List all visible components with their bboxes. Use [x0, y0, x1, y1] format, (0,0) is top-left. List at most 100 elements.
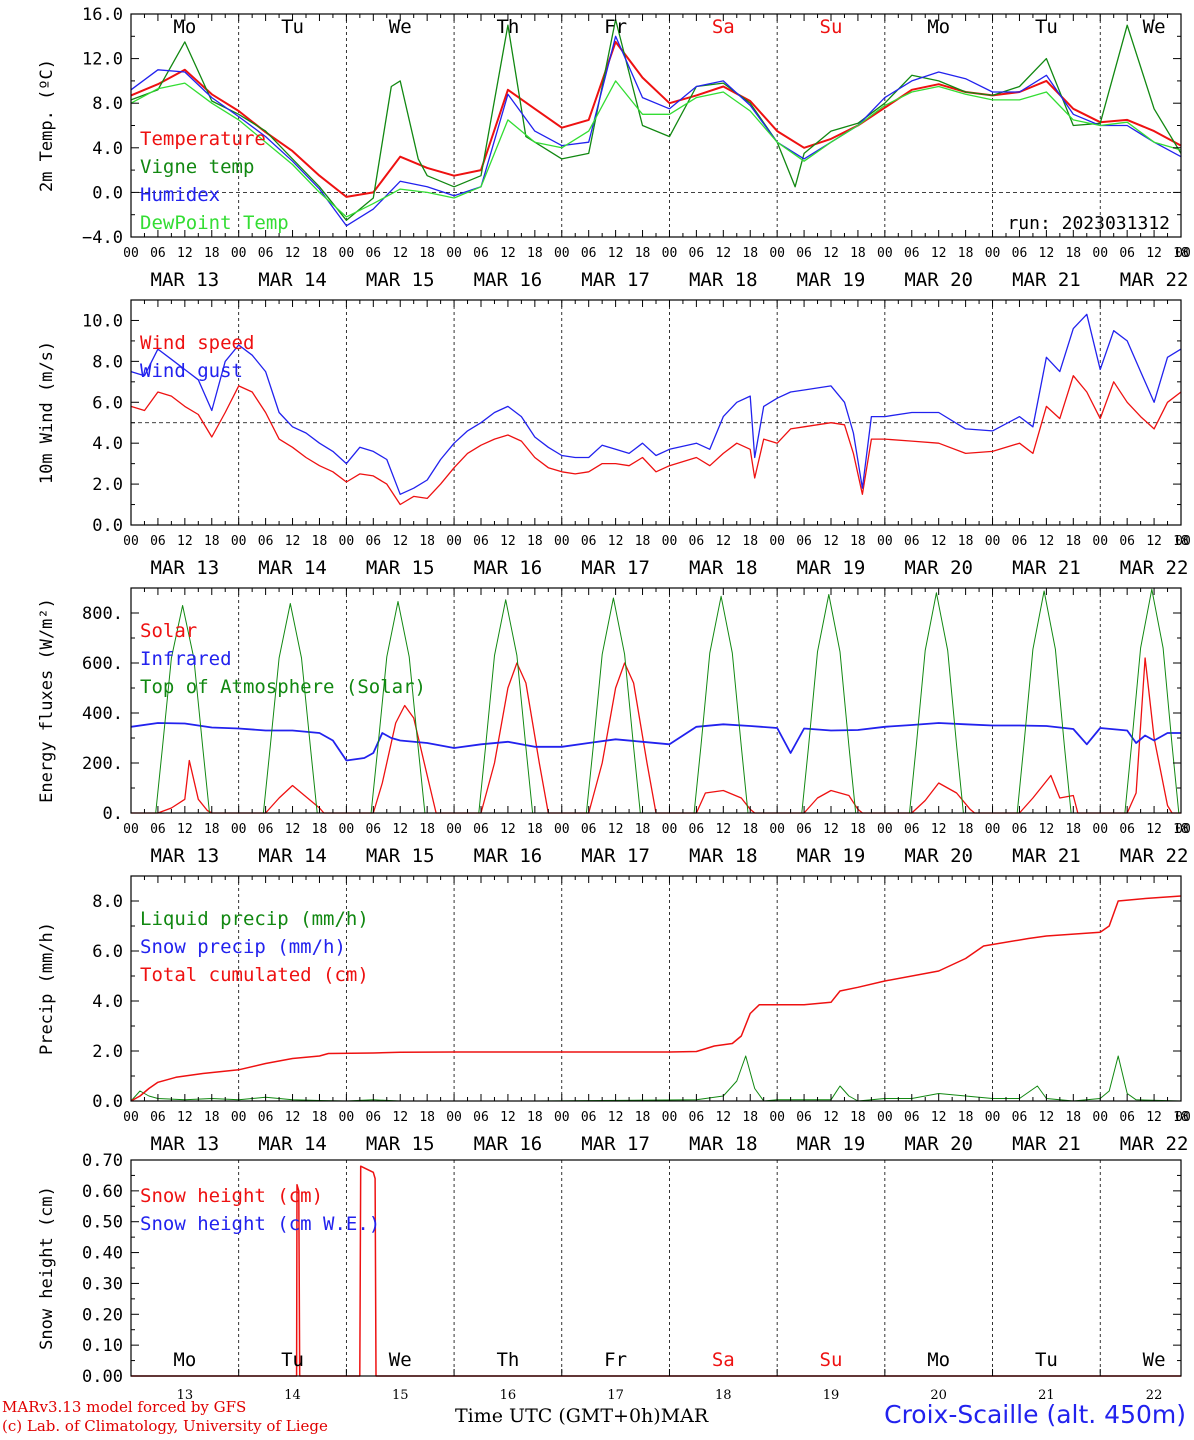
hour-tick-label: 06 [1119, 1110, 1135, 1125]
hour-tick-label: 12 [177, 534, 193, 549]
plot-frame [130, 13, 1182, 238]
series-line [130, 18, 1182, 221]
hour-tick-label: 12 [285, 1110, 301, 1125]
hour-tick-label: 00 [1092, 822, 1108, 837]
legend-entry: Wind gust [140, 360, 243, 382]
date-label: MAR 18 [689, 557, 758, 579]
y-tick-label: 4.0 [92, 434, 123, 454]
hour-tick-label: 06 [689, 246, 705, 261]
hour-tick-label: 12 [1146, 1110, 1162, 1125]
hour-tick-label: 00 [1175, 822, 1191, 837]
hour-tick-label: 00 [231, 246, 247, 261]
hour-tick-label: 00 [123, 1110, 139, 1125]
hour-tick-label: 12 [715, 1110, 731, 1125]
hour-tick-label: 00 [769, 534, 785, 549]
legend-entry: Temperature [140, 128, 266, 150]
hour-tick-label: 12 [500, 1110, 516, 1125]
hour-tick-label: 18 [635, 822, 651, 837]
hour-tick-label: 06 [473, 246, 489, 261]
hour-tick-label: 12 [823, 534, 839, 549]
hour-tick-label: 18 [419, 822, 435, 837]
hour-tick-label: 18 [742, 534, 758, 549]
date-label: MAR 16 [474, 845, 543, 867]
legend-entry: Humidex [140, 184, 220, 206]
hour-tick-label: 18 [958, 822, 974, 837]
hour-tick-label: 12 [931, 1110, 947, 1125]
hour-tick-label: 06 [258, 1110, 274, 1125]
date-label: MAR 22 [1120, 845, 1189, 867]
hour-tick-label: 12 [931, 534, 947, 549]
hour-tick-label: 12 [608, 822, 624, 837]
hour-tick-label: 18 [742, 1110, 758, 1125]
y-tick-label: 800. [82, 604, 123, 624]
hour-tick-label: 18 [1173, 1110, 1189, 1125]
day-number-label: 15 [392, 1388, 409, 1403]
hour-tick-label: 18 [527, 246, 543, 261]
series-line [130, 35, 1182, 227]
panel-5: 0.00 0.10 0.20 0.30 0.40 0.50 0.60 0.70 Snow hei… [37, 1151, 1182, 1403]
y-tick-label: 0.0 [92, 516, 123, 536]
hour-tick-label: 06 [1119, 822, 1135, 837]
y-tick-label: 0.60 [82, 1182, 123, 1202]
hour-tick-label: 18 [1065, 534, 1081, 549]
hour-tick-label: 06 [796, 1110, 812, 1125]
weekday-label: Tu [281, 1349, 304, 1371]
y-tick-label: 0.10 [82, 1336, 123, 1356]
weekday-label: We [1143, 16, 1166, 38]
date-label: MAR 20 [904, 557, 973, 579]
hour-tick-label: 06 [904, 246, 920, 261]
hour-tick-label: 12 [715, 246, 731, 261]
hour-tick-label: 06 [1119, 246, 1135, 261]
weekday-label: Su [820, 16, 843, 38]
legend-entry: Top of Atmosphere (Solar) [140, 676, 426, 698]
weekday-label: Mo [927, 1349, 950, 1371]
hour-tick-label: 18 [850, 246, 866, 261]
hour-tick-label: 00 [1175, 1110, 1191, 1125]
plot-frame [130, 299, 1182, 526]
y-tick-label: 0.50 [82, 1213, 123, 1233]
hour-tick-label: 06 [150, 822, 166, 837]
weekday-label: We [389, 1349, 412, 1371]
hour-tick-label: 06 [689, 1110, 705, 1125]
y-tick-label: 200. [82, 754, 123, 774]
date-label: MAR 21 [1012, 269, 1081, 291]
hour-tick-label: 00 [877, 822, 893, 837]
hour-tick-label: 18 [635, 246, 651, 261]
hour-tick-label: 12 [1146, 822, 1162, 837]
y-tick-label: 4.0 [92, 992, 123, 1012]
footer-credits: MARv3.13 model forced by GFS (c) Lab. of… [2, 1398, 328, 1436]
hour-tick-label: 00 [339, 246, 355, 261]
hour-tick-label: 12 [1146, 246, 1162, 261]
y-tick-label: 400. [82, 704, 123, 724]
hour-tick-label: 00 [1175, 246, 1191, 261]
hour-tick-label: 18 [419, 1110, 435, 1125]
hour-tick-label: 12 [500, 534, 516, 549]
hour-tick-label: 00 [339, 534, 355, 549]
date-label: MAR 15 [366, 269, 435, 291]
hour-tick-label: 00 [769, 822, 785, 837]
legend-entry: Liquid precip (mm/h) [140, 908, 369, 930]
y-tick-label: 2.0 [92, 1042, 123, 1062]
hour-tick-label: 06 [689, 822, 705, 837]
y-axis-label: Snow height (cm) [37, 1186, 57, 1350]
hour-tick-label: 12 [500, 246, 516, 261]
weekday-label: Su [820, 1349, 843, 1371]
hour-tick-label: 18 [958, 246, 974, 261]
date-label: MAR 21 [1012, 1133, 1081, 1155]
weekday-label: We [389, 16, 412, 38]
hour-tick-label: 06 [258, 822, 274, 837]
hour-tick-label: 06 [258, 534, 274, 549]
hour-tick-label: 18 [958, 1110, 974, 1125]
hour-tick-label: 18 [850, 822, 866, 837]
date-label: MAR 17 [581, 269, 650, 291]
hour-tick-label: 00 [877, 534, 893, 549]
hour-tick-label: 18 [204, 534, 220, 549]
hour-tick-label: 12 [1039, 534, 1055, 549]
hour-tick-label: 12 [715, 534, 731, 549]
station-name: Croix-Scaille (alt. 450m) [884, 1400, 1186, 1429]
hour-tick-label: 00 [985, 534, 1001, 549]
hour-tick-label: 18 [527, 534, 543, 549]
day-number-label: 18 [715, 1388, 732, 1403]
hour-tick-label: 18 [419, 246, 435, 261]
weekday-label: Fr [604, 16, 627, 38]
